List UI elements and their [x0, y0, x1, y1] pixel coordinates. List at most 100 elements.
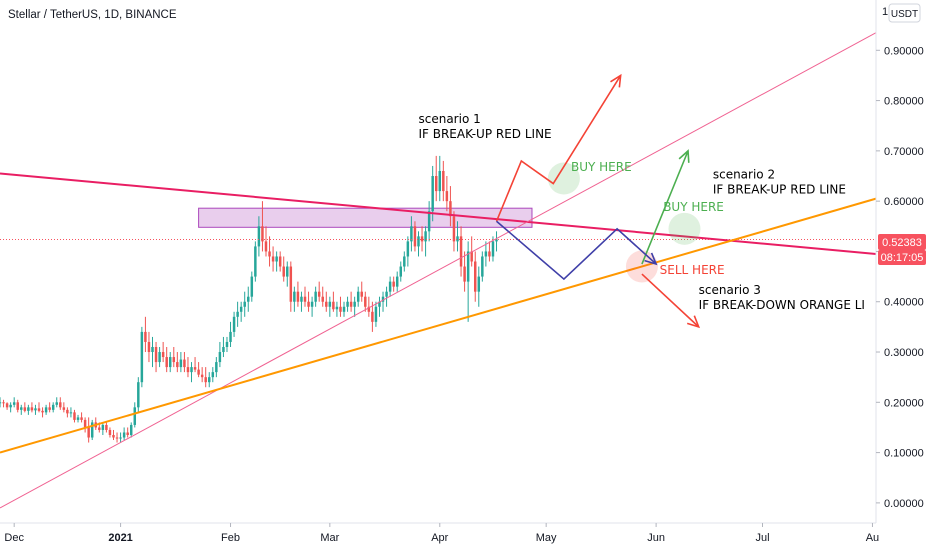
candle-body [190, 367, 193, 373]
currency-label: USDT [891, 9, 918, 20]
candle [481, 251, 484, 282]
candle-body [403, 256, 406, 267]
last-price-bg [878, 234, 926, 250]
candle [197, 362, 200, 378]
candle [165, 346, 168, 373]
candle-body [317, 291, 321, 297]
candle-body [296, 291, 300, 302]
candle-body [51, 404, 55, 410]
candle [484, 241, 488, 267]
candle-body [399, 266, 403, 277]
candle-body [9, 404, 12, 408]
candle [296, 281, 300, 307]
candle-body [215, 362, 218, 373]
candle [488, 241, 491, 262]
candle-body [83, 419, 87, 428]
y-tick-label: 0.60000 [884, 196, 924, 208]
annotation-text: SELL HERE [660, 263, 725, 277]
candle-body [470, 251, 473, 262]
candle-body [23, 407, 27, 411]
scenario-path[interactable] [641, 273, 700, 328]
candle-body [378, 301, 381, 307]
candle-body [303, 296, 307, 302]
candle-body [34, 408, 37, 411]
candle [293, 286, 296, 312]
orange-support-line[interactable] [0, 197, 877, 454]
scenario-path[interactable] [495, 220, 657, 281]
price-axis[interactable]: 0.900000.800000.700000.600000.500000.400… [876, 45, 924, 510]
candle [385, 286, 388, 307]
candle-body [247, 296, 250, 302]
candle [420, 226, 424, 252]
candle [179, 352, 183, 373]
candle [168, 352, 172, 373]
candle [371, 301, 374, 332]
currency-button[interactable]: USDT [888, 3, 921, 23]
x-tick-label: Feb [221, 532, 240, 544]
candle [310, 296, 314, 317]
candle-body [37, 408, 41, 411]
candle [449, 186, 452, 227]
candle [381, 291, 385, 312]
time-axis[interactable]: Dec 2021 Feb Mar Apr May Jun Jul Au [4, 523, 879, 544]
candle [5, 402, 9, 410]
candle-body [133, 407, 137, 425]
candle [431, 165, 434, 222]
candle-body [208, 377, 211, 383]
candle [105, 422, 108, 433]
candle-body [459, 236, 463, 267]
candle [470, 236, 473, 267]
candle-body [364, 296, 367, 307]
thin-red-support-line[interactable] [0, 32, 877, 509]
candle-body [392, 281, 395, 287]
candle-body [62, 407, 66, 410]
candle-body [328, 301, 332, 307]
candle-body [473, 261, 477, 292]
candle-body [30, 407, 34, 411]
candle-body [98, 427, 101, 430]
candle [254, 241, 257, 282]
candle [37, 402, 41, 413]
scenario-path[interactable] [495, 75, 622, 222]
candle [122, 427, 126, 441]
candle [218, 341, 222, 368]
candle-body [271, 256, 275, 262]
candle [239, 301, 243, 322]
candle-body [420, 236, 424, 242]
candle-body [119, 437, 122, 439]
candle [108, 427, 112, 438]
x-tick-label: 2021 [108, 532, 132, 544]
x-tick-label: Jul [755, 532, 769, 544]
candle [66, 407, 69, 418]
candle-body [168, 357, 172, 368]
candle-body [445, 191, 449, 202]
candle [264, 226, 268, 257]
candle-body [413, 226, 417, 247]
candle [44, 404, 48, 415]
scenario-path[interactable] [641, 150, 689, 265]
candle [0, 397, 2, 408]
candle-body [218, 352, 222, 363]
candle [392, 276, 395, 292]
candle [286, 261, 289, 287]
candle [222, 336, 225, 358]
candle-body [477, 276, 481, 292]
candle [140, 326, 144, 388]
candle [101, 422, 105, 435]
candle [335, 301, 339, 317]
resistance-zone[interactable] [198, 207, 533, 228]
candle [289, 261, 293, 312]
candle-body [222, 346, 225, 353]
candle-body [395, 276, 399, 287]
candle [403, 251, 406, 272]
candle [445, 176, 449, 212]
candle [434, 155, 438, 202]
candle [190, 362, 193, 383]
candle [314, 286, 317, 307]
candle [2, 399, 5, 408]
candle-body [339, 306, 342, 312]
candle [321, 286, 324, 307]
candle [399, 261, 403, 282]
annotation-text: BUY HERE [571, 160, 632, 174]
